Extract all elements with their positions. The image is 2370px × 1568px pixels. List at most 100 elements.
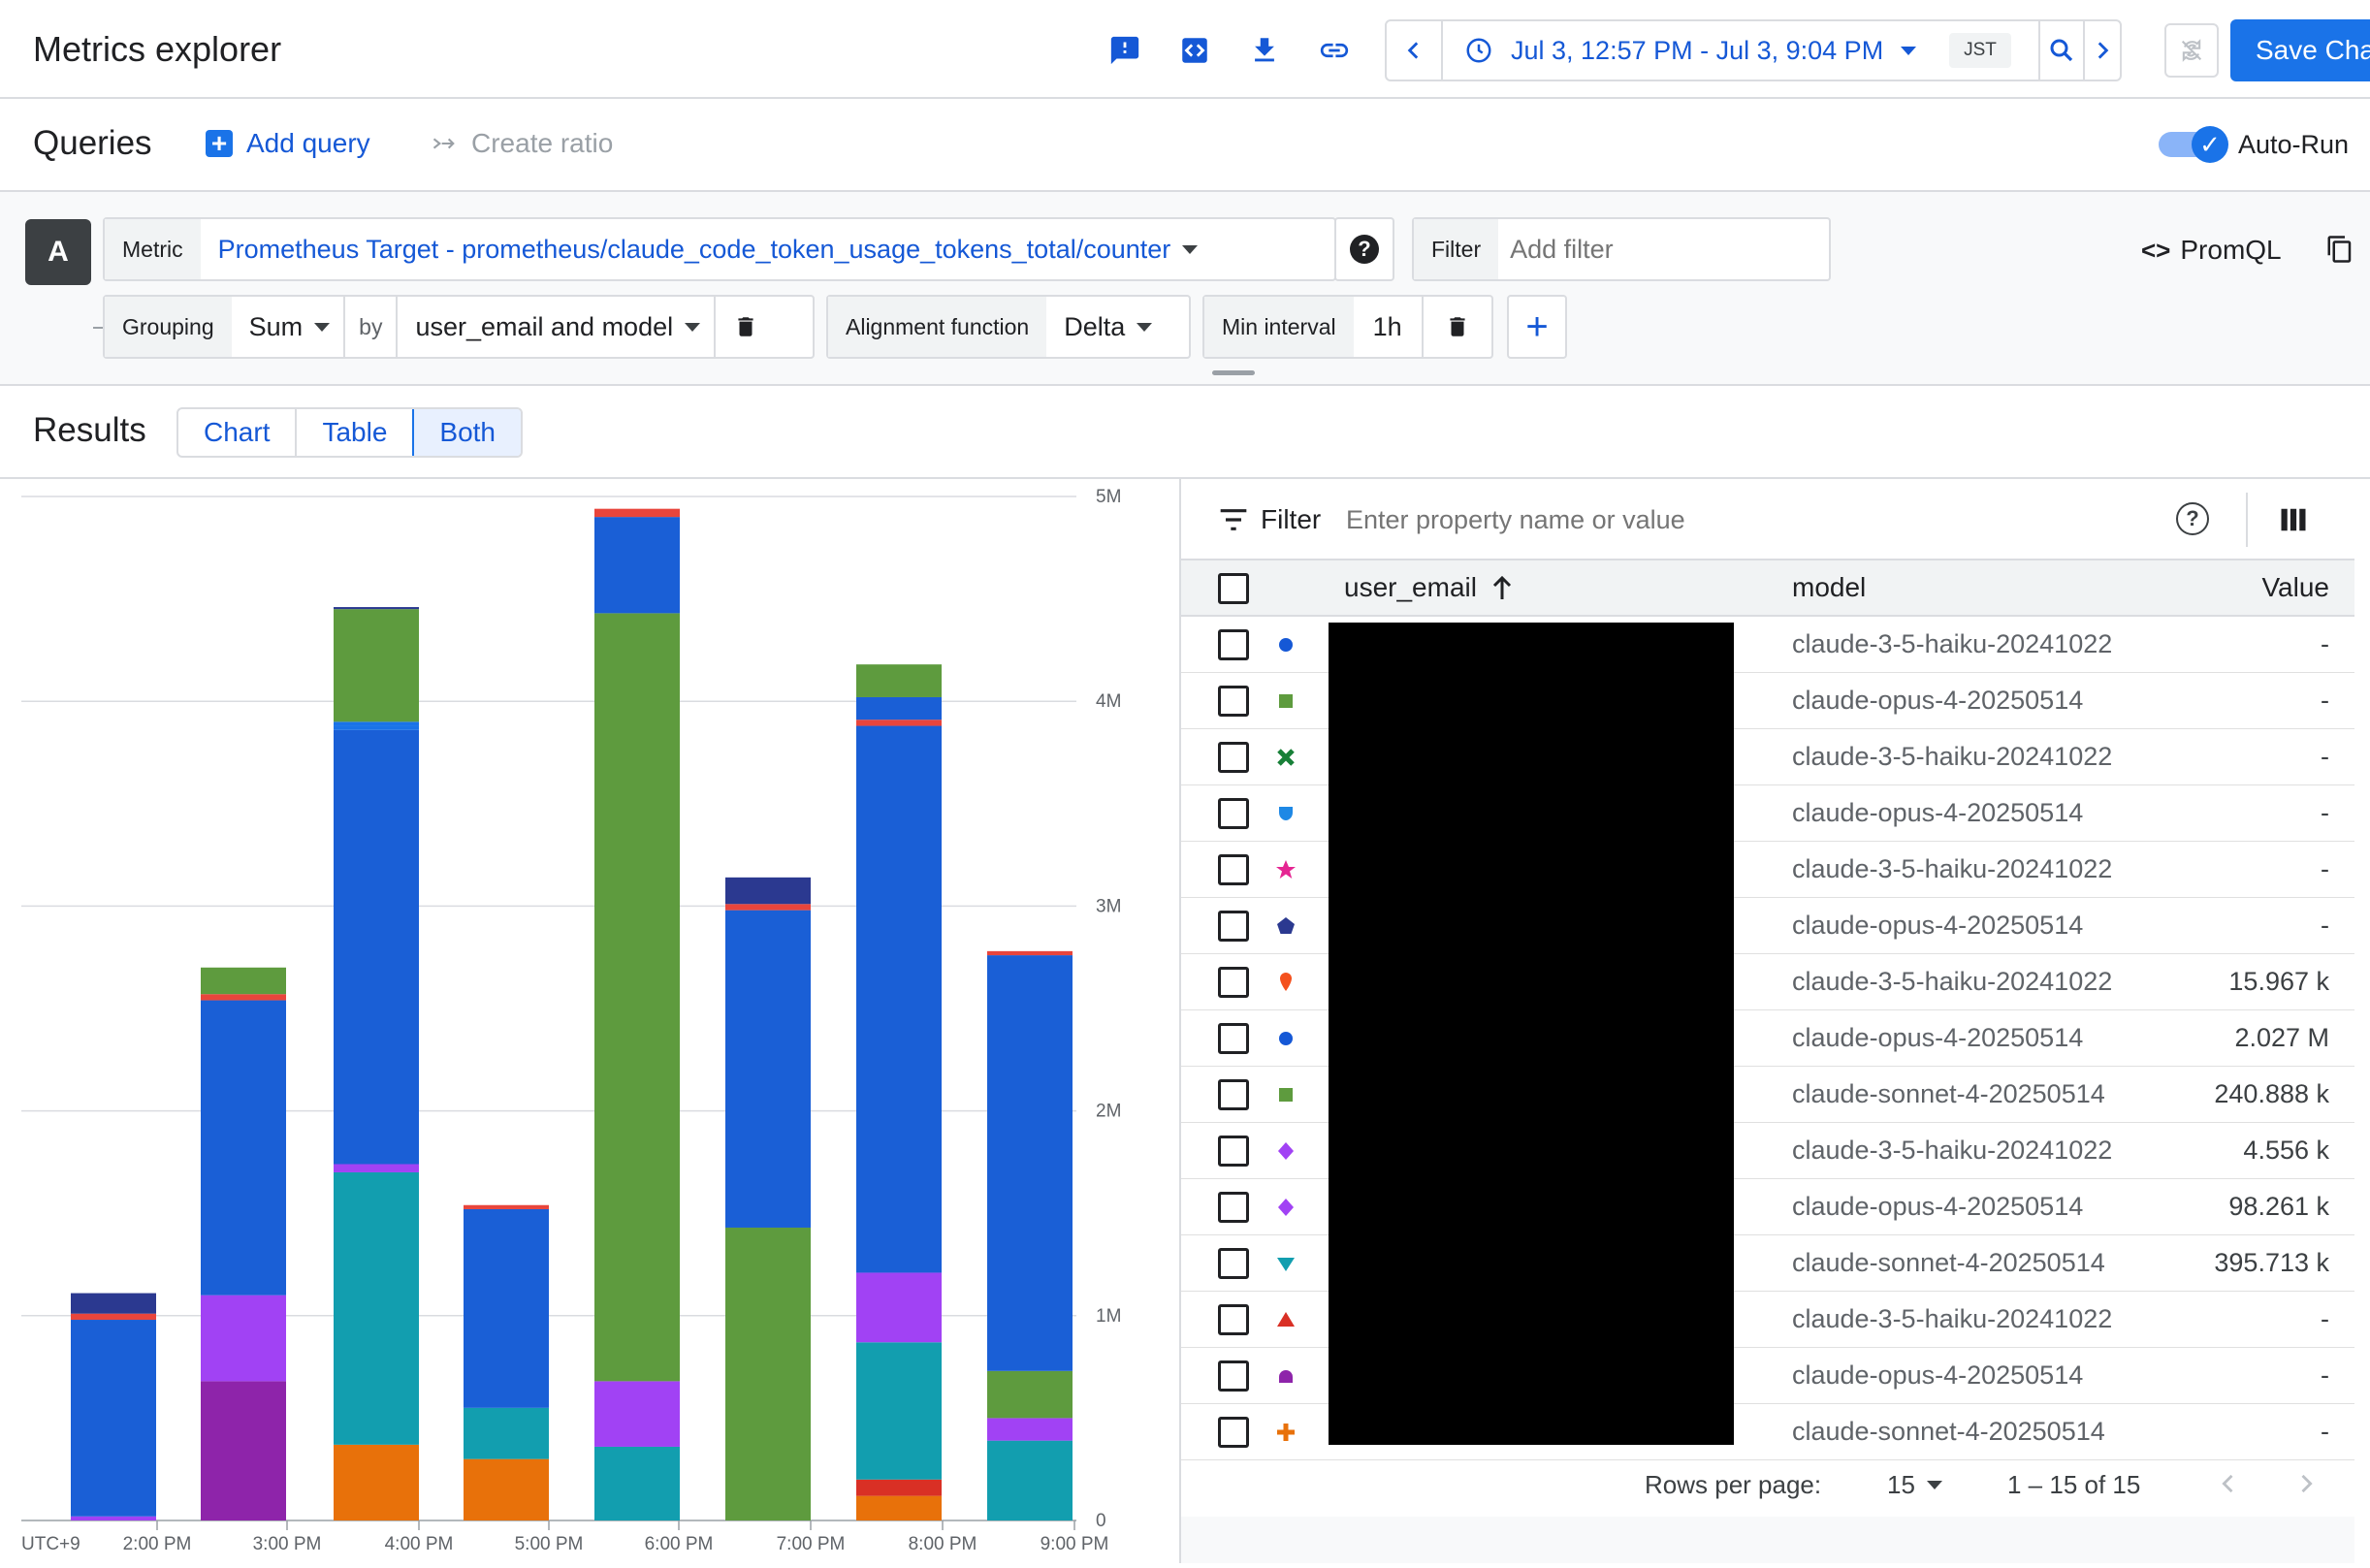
view-chart-tab[interactable]: Chart bbox=[178, 409, 298, 456]
column-header-value[interactable]: Value bbox=[2261, 572, 2329, 602]
feedback-icon[interactable] bbox=[1104, 29, 1146, 72]
filter-field[interactable]: Filter bbox=[1412, 217, 1831, 281]
query-letter[interactable]: A bbox=[25, 219, 91, 285]
bar-segment[interactable] bbox=[464, 1458, 549, 1520]
delete-grouping-button[interactable] bbox=[716, 297, 776, 357]
bar-segment[interactable] bbox=[856, 725, 942, 1273]
table-row[interactable]: claude-opus-4-20250514 - bbox=[1181, 785, 2354, 842]
bar-segment[interactable] bbox=[725, 904, 811, 911]
row-checkbox[interactable] bbox=[1218, 629, 1249, 660]
table-row[interactable]: claude-3-5-haiku-20241022 15.967 k bbox=[1181, 954, 2354, 1010]
bar-segment[interactable] bbox=[856, 720, 942, 726]
bar-segment[interactable] bbox=[334, 609, 419, 722]
row-checkbox[interactable] bbox=[1218, 854, 1249, 885]
filter-input[interactable] bbox=[1498, 234, 1810, 265]
table-filter-input[interactable] bbox=[1346, 498, 2025, 541]
alignment-select[interactable]: Delta bbox=[1046, 312, 1169, 342]
add-operation-button[interactable]: + bbox=[1507, 295, 1567, 359]
help-button[interactable]: ? bbox=[1334, 217, 1394, 281]
bar-segment[interactable] bbox=[987, 1440, 1073, 1520]
row-checkbox[interactable] bbox=[1218, 967, 1249, 998]
next-page-icon[interactable] bbox=[2292, 1468, 2320, 1499]
bar-segment[interactable] bbox=[71, 1320, 156, 1517]
time-range-selector[interactable]: Jul 3, 12:57 PM - Jul 3, 9:04 PM bbox=[1443, 21, 1939, 80]
bar-segment[interactable] bbox=[71, 1313, 156, 1321]
row-checkbox[interactable] bbox=[1218, 1192, 1249, 1223]
help-icon[interactable]: ? bbox=[2176, 502, 2209, 535]
group-by-select[interactable]: user_email and model bbox=[398, 297, 717, 357]
row-checkbox[interactable] bbox=[1218, 1360, 1249, 1392]
bar-segment[interactable] bbox=[987, 1370, 1073, 1419]
bar-segment[interactable] bbox=[856, 1495, 942, 1520]
bar-segment[interactable] bbox=[334, 721, 419, 726]
bar-segment[interactable] bbox=[201, 1295, 286, 1382]
rows-per-page-select[interactable]: 15 bbox=[1887, 1470, 1942, 1500]
table-row[interactable]: claude-sonnet-4-20250514 240.888 k bbox=[1181, 1067, 2354, 1123]
auto-run-toggle[interactable]: ✓ bbox=[2159, 126, 2230, 163]
select-all-checkbox[interactable] bbox=[1218, 573, 1249, 604]
column-picker-icon[interactable] bbox=[2279, 506, 2308, 533]
bar-segment[interactable] bbox=[594, 613, 680, 1382]
row-checkbox[interactable] bbox=[1218, 1417, 1249, 1448]
grouping-select[interactable]: Sum bbox=[232, 297, 346, 357]
bar-segment[interactable] bbox=[71, 1293, 156, 1314]
copy-icon[interactable] bbox=[2325, 235, 2354, 264]
table-row[interactable]: claude-sonnet-4-20250514 395.713 k bbox=[1181, 1235, 2354, 1292]
table-row[interactable]: claude-sonnet-4-20250514 - bbox=[1181, 1404, 2354, 1460]
delete-interval-button[interactable] bbox=[1424, 297, 1491, 357]
view-both-tab[interactable]: Both bbox=[412, 409, 522, 456]
row-checkbox[interactable] bbox=[1218, 911, 1249, 942]
table-row[interactable]: claude-3-5-haiku-20241022 - bbox=[1181, 1292, 2354, 1348]
bar-segment[interactable] bbox=[856, 664, 942, 697]
row-checkbox[interactable] bbox=[1218, 742, 1249, 773]
bar-segment[interactable] bbox=[334, 607, 419, 610]
bar-segment[interactable] bbox=[594, 508, 680, 518]
bar-segment[interactable] bbox=[856, 1479, 942, 1496]
link-icon[interactable] bbox=[1313, 29, 1356, 72]
resize-handle[interactable] bbox=[1212, 370, 1255, 375]
table-row[interactable]: claude-opus-4-20250514 - bbox=[1181, 673, 2354, 729]
bar-segment[interactable] bbox=[594, 517, 680, 614]
bar-segment[interactable] bbox=[594, 1381, 680, 1447]
table-row[interactable]: claude-3-5-haiku-20241022 - bbox=[1181, 617, 2354, 673]
bar-segment[interactable] bbox=[334, 1444, 419, 1520]
view-table-tab[interactable]: Table bbox=[297, 409, 415, 456]
bar-segment[interactable] bbox=[201, 1381, 286, 1520]
bar-segment[interactable] bbox=[201, 967, 286, 995]
bar-segment[interactable] bbox=[201, 1000, 286, 1296]
sync-off-icon[interactable] bbox=[2164, 23, 2219, 78]
stacked-bar-chart[interactable]: 0 1M 2M 3M 4M 5M UTC+9 2:00 PM 3:00 PM 4:00 PM 5:0… bbox=[0, 479, 1181, 1563]
table-row[interactable]: claude-opus-4-20250514 2.027 M bbox=[1181, 1010, 2354, 1067]
table-row[interactable]: claude-3-5-haiku-20241022 - bbox=[1181, 729, 2354, 785]
zoom-button[interactable] bbox=[2040, 21, 2083, 80]
bar-segment[interactable] bbox=[725, 877, 811, 905]
bar-segment[interactable] bbox=[725, 910, 811, 1228]
previous-range-button[interactable] bbox=[1387, 21, 1441, 80]
bar-segment[interactable] bbox=[987, 950, 1073, 956]
bar-segment[interactable] bbox=[201, 994, 286, 1001]
bar-segment[interactable] bbox=[987, 1418, 1073, 1441]
bar-segment[interactable] bbox=[71, 1516, 156, 1520]
metric-selector[interactable]: Metric Prometheus Target - prometheus/cl… bbox=[103, 217, 1336, 281]
bar-segment[interactable] bbox=[856, 1342, 942, 1480]
row-checkbox[interactable] bbox=[1218, 1248, 1249, 1279]
row-checkbox[interactable] bbox=[1218, 1136, 1249, 1167]
bar-segment[interactable] bbox=[464, 1204, 549, 1209]
column-header-model[interactable]: model bbox=[1792, 572, 1867, 602]
table-row[interactable]: claude-opus-4-20250514 - bbox=[1181, 898, 2354, 954]
bar-segment[interactable] bbox=[334, 1171, 419, 1445]
bar-segment[interactable] bbox=[856, 696, 942, 720]
promql-button[interactable]: <> PromQL bbox=[2141, 235, 2282, 266]
row-checkbox[interactable] bbox=[1218, 1023, 1249, 1054]
bar-segment[interactable] bbox=[856, 1272, 942, 1343]
bar-segment[interactable] bbox=[334, 729, 419, 1165]
row-checkbox[interactable] bbox=[1218, 798, 1249, 829]
min-interval-value[interactable]: 1h bbox=[1354, 297, 1424, 357]
table-row[interactable]: claude-3-5-haiku-20241022 - bbox=[1181, 842, 2354, 898]
previous-page-icon[interactable] bbox=[2215, 1468, 2242, 1499]
row-checkbox[interactable] bbox=[1218, 1079, 1249, 1110]
table-row[interactable]: claude-opus-4-20250514 - bbox=[1181, 1348, 2354, 1404]
row-checkbox[interactable] bbox=[1218, 686, 1249, 717]
timezone-badge[interactable]: JST bbox=[1949, 33, 2011, 68]
save-chart-button[interactable]: Save Chart bbox=[2230, 19, 2370, 81]
